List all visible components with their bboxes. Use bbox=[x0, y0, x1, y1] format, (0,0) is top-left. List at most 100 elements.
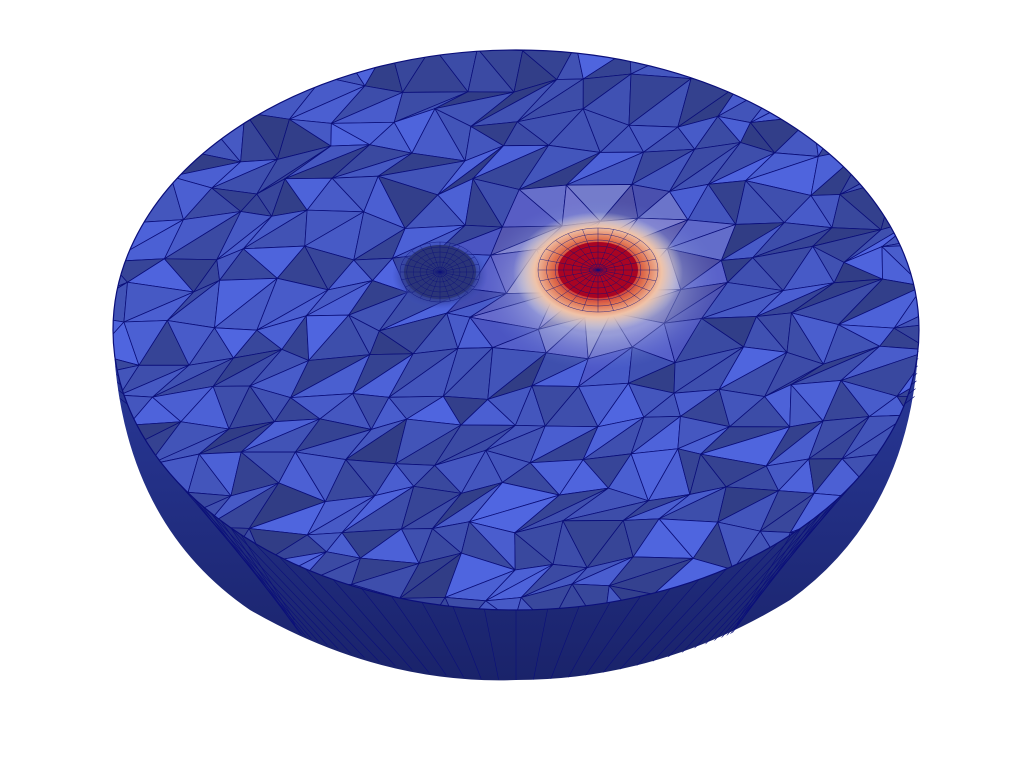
mesh-triangle bbox=[894, 177, 919, 221]
mesh-triangle bbox=[73, 45, 102, 91]
mesh-triangle bbox=[814, 12, 863, 48]
shell-mesh-line bbox=[659, 542, 778, 666]
shell-mesh-line bbox=[600, 588, 671, 676]
mesh-triangle bbox=[113, 559, 132, 594]
mesh-triangle bbox=[713, 50, 758, 85]
mesh-triangle bbox=[880, 177, 917, 231]
mesh-triangle bbox=[853, 50, 898, 93]
mesh-triangle bbox=[113, 382, 121, 431]
shell-mesh-line bbox=[584, 596, 641, 678]
mesh-triangle bbox=[182, 587, 238, 610]
mesh-triangle bbox=[113, 424, 130, 462]
mesh-triangle bbox=[628, 50, 693, 54]
fine-mesh-spoke bbox=[439, 271, 469, 294]
mesh-triangle bbox=[292, 50, 376, 59]
mesh-triangle bbox=[854, 12, 916, 45]
mesh-triangle bbox=[906, 516, 919, 559]
shell-mesh-line bbox=[305, 568, 401, 672]
mesh-triangle bbox=[124, 50, 172, 91]
mesh-triangle bbox=[927, 517, 977, 561]
mesh-triangle bbox=[854, 553, 919, 600]
fine-mesh-spoke bbox=[597, 269, 651, 292]
mesh-triangle bbox=[674, 50, 745, 54]
mesh-triangle bbox=[113, 456, 132, 502]
mesh-triangle bbox=[881, 219, 919, 248]
mesh-triangle bbox=[893, 290, 919, 329]
mesh-triangle bbox=[853, 598, 901, 610]
mesh-triangle bbox=[203, 17, 281, 44]
mesh-triangle bbox=[838, 146, 919, 196]
mesh-triangle bbox=[202, 50, 263, 77]
mesh-triangle bbox=[714, 50, 777, 51]
shell-mesh-line bbox=[209, 511, 348, 660]
mesh-triangle bbox=[756, 50, 835, 55]
mesh-triangle bbox=[812, 91, 869, 117]
mesh-triangle bbox=[292, 50, 349, 78]
mesh-triangle bbox=[113, 353, 140, 384]
mesh-triangle bbox=[899, 588, 919, 610]
cold-source bbox=[392, 241, 488, 309]
fine-mesh-spoke bbox=[419, 245, 441, 273]
mesh-triangle bbox=[477, 50, 562, 52]
mesh-triangle bbox=[841, 83, 909, 117]
mesh-triangle bbox=[898, 556, 919, 603]
mesh-triangle bbox=[814, 12, 863, 48]
mesh-triangle bbox=[835, 50, 870, 93]
shell-mesh-line bbox=[452, 606, 482, 680]
mesh-triangle bbox=[905, 461, 919, 491]
fine-mesh-spoke bbox=[401, 263, 441, 273]
mesh-triangle bbox=[904, 118, 919, 152]
mesh-triangle bbox=[113, 90, 127, 127]
mesh-triangle bbox=[841, 83, 909, 120]
fine-mesh-spoke bbox=[439, 256, 475, 273]
mesh-triangle bbox=[853, 556, 919, 602]
fine-mesh-spoke bbox=[597, 233, 629, 271]
mesh-triangle bbox=[113, 222, 131, 263]
mesh-triangle bbox=[113, 482, 132, 524]
shell-mesh-line bbox=[254, 542, 373, 666]
mesh-triangle bbox=[739, 53, 786, 85]
fine-mesh-spoke bbox=[439, 271, 461, 299]
mesh-triangle bbox=[113, 583, 114, 610]
shell-mesh-line bbox=[391, 596, 448, 678]
fine-mesh-spoke bbox=[597, 229, 614, 271]
mesh-triangle bbox=[901, 414, 919, 453]
mesh-triangle bbox=[915, 187, 919, 231]
shell-mesh-line bbox=[421, 602, 465, 679]
mesh-triangle bbox=[900, 420, 919, 463]
mesh-triangle bbox=[906, 487, 919, 519]
mesh-triangle bbox=[630, 18, 692, 50]
fine-mesh-spoke bbox=[439, 271, 451, 302]
mesh-triangle bbox=[150, 74, 221, 128]
mesh-triangle bbox=[113, 559, 131, 594]
fine-mesh-spoke bbox=[401, 271, 441, 281]
mesh-triangle bbox=[756, 50, 836, 55]
shell-mesh-line bbox=[278, 556, 386, 669]
mesh-triangle bbox=[260, 50, 294, 80]
fine-mesh-spoke bbox=[411, 271, 441, 294]
fine-mesh-spoke bbox=[439, 271, 479, 281]
mesh-triangle bbox=[113, 563, 192, 601]
mesh-triangle bbox=[576, 20, 653, 49]
mesh-triangle bbox=[347, 50, 410, 59]
mesh-triangle bbox=[137, 599, 185, 610]
fine-mesh-spoke bbox=[439, 245, 461, 273]
mesh-triangle bbox=[904, 83, 919, 120]
mesh-triangle bbox=[690, 50, 742, 85]
fine-mesh-spoke bbox=[539, 269, 599, 282]
mesh-triangle bbox=[389, 7, 463, 46]
mesh-triangle bbox=[750, 77, 838, 123]
mesh-triangle bbox=[113, 50, 190, 51]
mesh-triangle bbox=[160, 50, 226, 51]
mesh-triangle bbox=[867, 50, 909, 93]
mesh-triangle bbox=[865, 118, 919, 152]
mesh-triangle bbox=[113, 522, 132, 561]
mesh-triangle bbox=[894, 150, 919, 179]
mesh-triangle bbox=[113, 81, 172, 128]
mesh-triangle bbox=[906, 490, 919, 518]
fine-mesh-spoke bbox=[597, 240, 641, 271]
mesh-triangle bbox=[444, 596, 487, 610]
shell-mesh-line bbox=[361, 588, 432, 676]
